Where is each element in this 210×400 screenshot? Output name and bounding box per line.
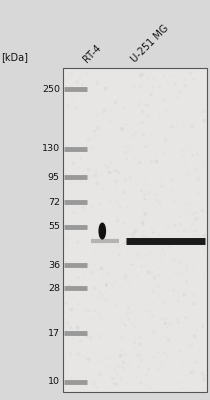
Text: [kDa]: [kDa] (1, 52, 28, 62)
Bar (63, 68, 207, 392)
Text: 10: 10 (48, 377, 60, 386)
Text: 130: 130 (42, 144, 60, 153)
Text: 28: 28 (48, 284, 60, 293)
Text: 95: 95 (48, 173, 60, 182)
Text: RT-4: RT-4 (81, 42, 103, 64)
Text: U-251 MG: U-251 MG (129, 23, 171, 64)
Text: 17: 17 (48, 329, 60, 338)
Text: 250: 250 (42, 85, 60, 94)
Ellipse shape (99, 223, 105, 239)
Text: 55: 55 (48, 222, 60, 231)
Text: 36: 36 (48, 261, 60, 270)
Text: 72: 72 (48, 198, 60, 207)
